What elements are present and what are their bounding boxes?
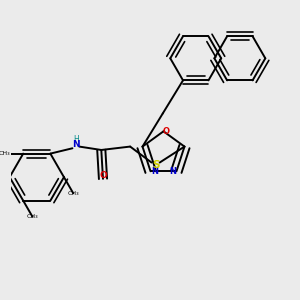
Text: N: N — [169, 167, 176, 176]
Text: O: O — [99, 171, 107, 180]
Text: CH₃: CH₃ — [27, 214, 38, 219]
Text: N: N — [72, 140, 80, 149]
Text: S: S — [152, 160, 159, 170]
Text: O: O — [163, 127, 170, 136]
Text: H: H — [73, 135, 79, 144]
Text: CH₃: CH₃ — [68, 191, 79, 196]
Text: CH₃: CH₃ — [0, 151, 10, 156]
Text: N: N — [151, 167, 158, 176]
